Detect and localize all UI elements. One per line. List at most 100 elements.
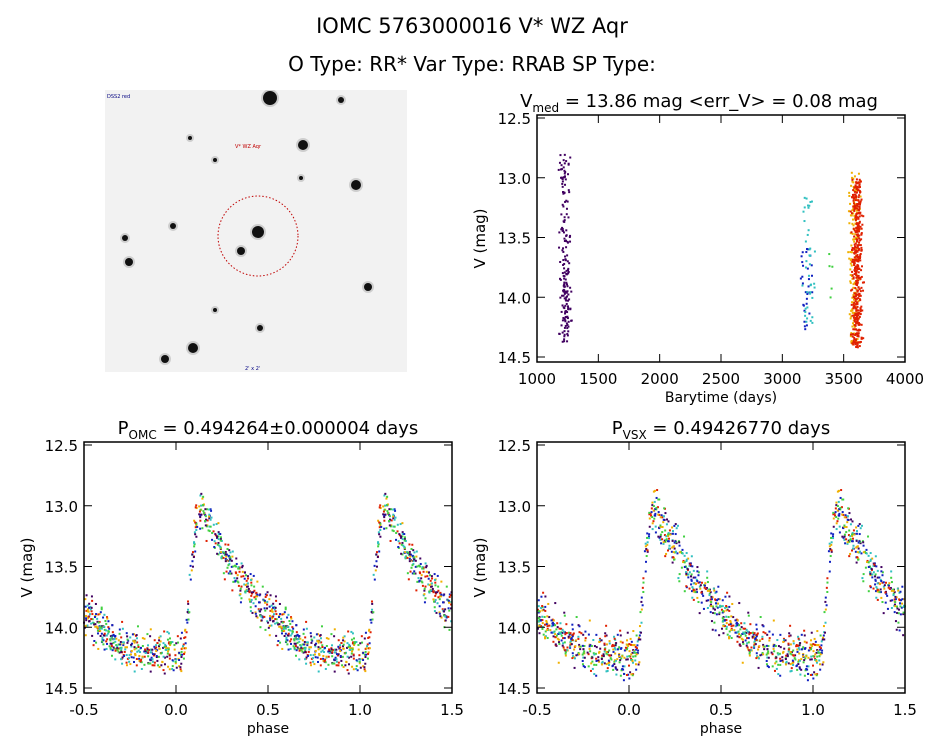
data-point	[264, 601, 267, 604]
data-point	[185, 631, 188, 634]
data-point	[268, 624, 271, 627]
data-point	[448, 609, 451, 612]
data-point	[725, 622, 728, 625]
data-point	[121, 627, 124, 630]
data-point	[365, 647, 368, 650]
data-point	[697, 574, 700, 577]
data-point	[561, 628, 564, 631]
data-point	[357, 644, 360, 647]
data-point	[149, 635, 152, 638]
data-point	[563, 614, 566, 617]
data-point	[734, 631, 737, 634]
data-point	[846, 515, 849, 518]
star	[338, 97, 344, 103]
data-point	[403, 539, 406, 542]
data-point	[711, 596, 714, 599]
data-point	[563, 275, 566, 278]
data-point	[248, 598, 251, 601]
data-point	[853, 281, 856, 284]
data-point	[171, 665, 174, 668]
data-point	[305, 620, 308, 623]
data-point	[689, 563, 692, 566]
data-point	[321, 649, 324, 652]
data-point	[567, 216, 570, 219]
data-point	[640, 596, 643, 599]
data-point	[413, 572, 416, 575]
data-point	[656, 506, 659, 509]
data-point	[563, 191, 566, 194]
data-point	[856, 236, 859, 239]
data-point	[746, 642, 749, 645]
data-point	[114, 658, 117, 661]
data-point	[250, 581, 253, 584]
data-point	[856, 244, 859, 247]
data-point	[800, 658, 803, 661]
data-point	[147, 648, 150, 651]
data-point	[856, 264, 859, 267]
data-point	[274, 622, 277, 625]
data-point	[836, 490, 839, 493]
data-point	[696, 566, 699, 569]
data-point	[882, 612, 885, 615]
data-point	[200, 513, 203, 516]
data-point	[856, 239, 859, 242]
data-point	[649, 512, 652, 515]
data-point	[560, 168, 563, 171]
data-point	[683, 566, 686, 569]
data-point	[734, 619, 737, 622]
data-point	[247, 587, 250, 590]
data-point	[605, 663, 608, 666]
data-point	[850, 332, 853, 335]
data-point	[753, 632, 756, 635]
data-point	[203, 512, 206, 515]
data-point	[849, 538, 852, 541]
data-point	[428, 584, 431, 587]
data-point	[425, 564, 428, 567]
data-point	[250, 584, 253, 587]
data-point	[205, 525, 208, 528]
data-point	[255, 595, 258, 598]
data-point	[797, 647, 800, 650]
data-point	[725, 625, 728, 628]
data-point	[895, 628, 898, 631]
data-point	[102, 639, 105, 642]
data-point	[797, 659, 800, 662]
data-point	[715, 605, 718, 608]
data-point	[335, 658, 338, 661]
data-point	[167, 642, 170, 645]
data-point	[216, 536, 219, 539]
data-point	[807, 665, 810, 668]
data-point	[809, 648, 812, 651]
data-point	[255, 615, 258, 618]
data-point	[869, 574, 872, 577]
data-point	[855, 191, 858, 194]
data-point	[558, 642, 561, 645]
data-point	[857, 329, 860, 332]
data-point	[860, 275, 863, 278]
data-point	[830, 287, 833, 290]
data-point	[622, 668, 625, 671]
data-point	[667, 535, 670, 538]
star	[125, 258, 133, 266]
data-point	[149, 662, 152, 665]
data-point	[155, 655, 158, 658]
data-point	[807, 278, 810, 281]
data-point	[144, 650, 147, 653]
data-point	[400, 536, 403, 539]
data-point	[748, 633, 751, 636]
data-point	[392, 515, 395, 518]
data-point	[789, 670, 792, 673]
data-point	[202, 510, 205, 513]
data-point	[301, 650, 304, 653]
data-point	[718, 613, 721, 616]
data-point	[103, 625, 106, 628]
data-point	[805, 665, 808, 668]
star	[351, 180, 361, 190]
data-point	[106, 616, 109, 619]
data-point	[430, 575, 433, 578]
data-point	[404, 556, 407, 559]
data-point	[724, 606, 727, 609]
data-point	[880, 566, 883, 569]
data-point	[256, 580, 259, 583]
data-point	[856, 216, 859, 219]
